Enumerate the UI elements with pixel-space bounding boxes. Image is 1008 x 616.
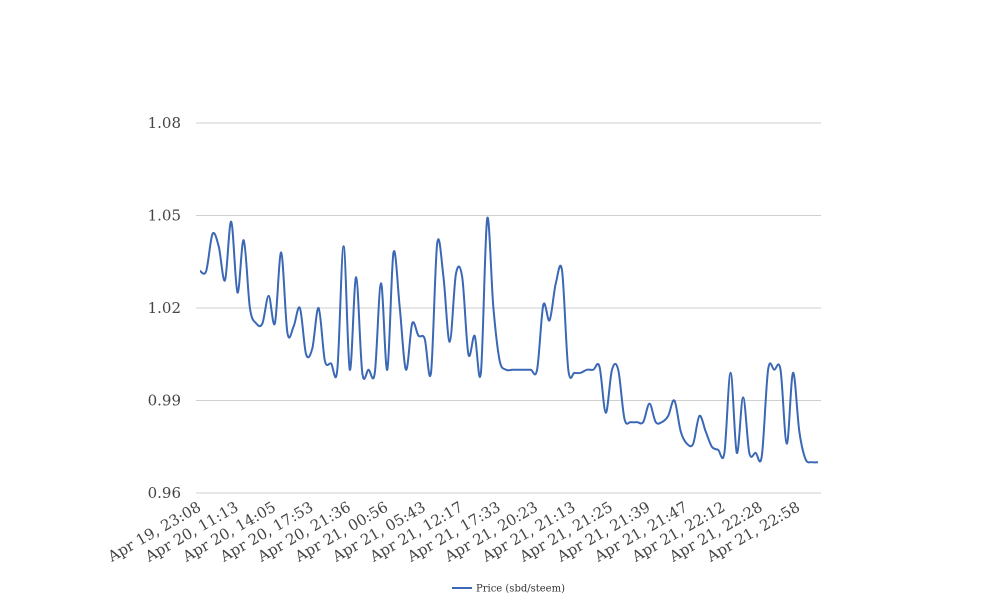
series-layer <box>199 216 819 464</box>
legend-label: Price (sbd/steem) <box>476 584 565 595</box>
y-tick-label: 0.99 <box>148 392 181 410</box>
y-tick-label: 1.08 <box>148 114 181 132</box>
y-tick-label: 1.05 <box>148 207 181 225</box>
y-tick-label: 1.02 <box>148 299 181 317</box>
legend: Price (sbd/steem) <box>452 584 565 595</box>
gridlines <box>196 122 821 494</box>
series-line <box>199 216 819 464</box>
y-tick-label: 0.96 <box>148 484 181 502</box>
y-axis-ticks: 0.96 0.99 1.02 1.05 1.08 <box>148 114 181 502</box>
